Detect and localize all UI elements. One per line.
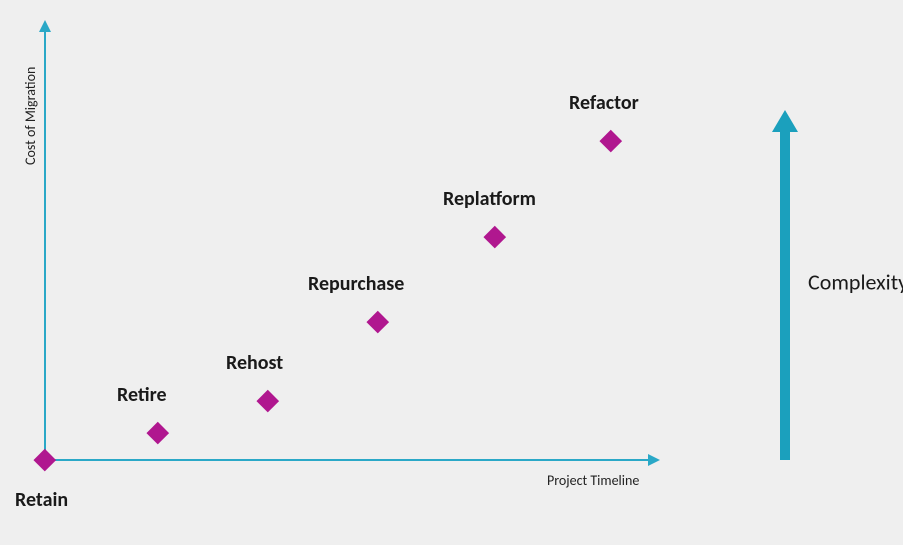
data-point-label: Refactor (569, 91, 639, 115)
data-point-label: Replatform (443, 187, 536, 211)
chart-stage: Project Timeline Cost of Migration Retain R… (0, 0, 903, 545)
complexity-label: Complexity (808, 269, 903, 296)
data-point-label: Retire (117, 383, 167, 407)
x-axis (45, 459, 650, 461)
y-axis-arrowhead-icon (39, 20, 51, 32)
x-axis-arrowhead-icon (648, 454, 660, 466)
data-point (367, 311, 389, 333)
complexity-arrow (780, 130, 790, 460)
y-axis (44, 30, 46, 460)
x-axis-label: Project Timeline (547, 472, 639, 489)
data-point-label: Retain (15, 488, 68, 512)
y-axis-label: Cost of Migration (22, 67, 39, 165)
data-point (147, 422, 169, 444)
data-point (484, 226, 506, 248)
data-point-label: Repurchase (308, 272, 404, 296)
complexity-arrowhead-icon (772, 110, 798, 132)
data-point (600, 130, 622, 152)
data-point-label: Rehost (226, 351, 283, 375)
data-point (34, 449, 56, 471)
data-point (257, 390, 279, 412)
